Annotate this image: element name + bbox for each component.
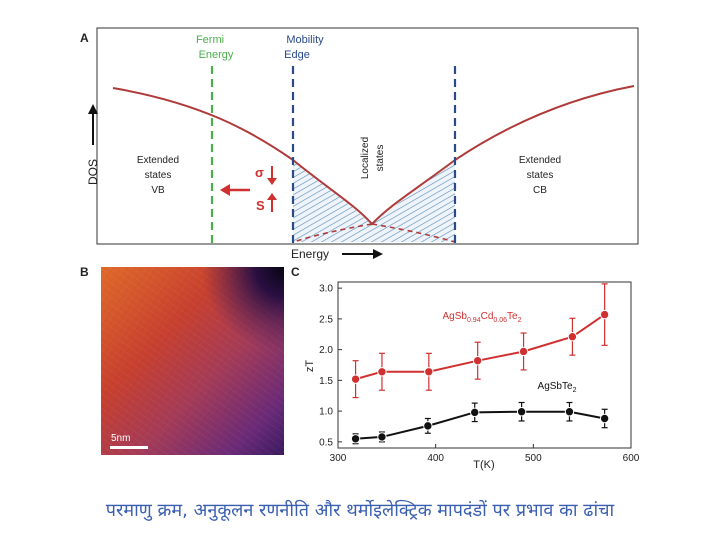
fermi-label-2: Energy <box>199 49 234 61</box>
data-point <box>518 346 529 357</box>
data-point <box>350 434 361 444</box>
panel-c-letter: C <box>291 265 300 279</box>
fermi-label-1: Fermi <box>196 34 224 46</box>
series-label-red: AgSb0.94Cd0.06Te2 <box>443 311 522 324</box>
dos-axis-label: DOS <box>86 159 100 185</box>
fermi-shift-arrow <box>220 184 250 196</box>
plot-frame <box>337 281 632 449</box>
data-point <box>424 367 434 377</box>
mobility-label-1: Mobility <box>286 34 324 46</box>
panel-c: C 300 400 500 600 0.5 1.0 1.5 2.0 2.5 3.0 T(K) zT… <box>291 265 640 471</box>
mobility-label-2: Edge <box>284 49 310 61</box>
localized-label-1: Localized <box>360 137 371 179</box>
x-tick-label: 500 <box>525 453 542 464</box>
y-tick-label: 2.0 <box>319 345 333 356</box>
extended-vb-1: Extended <box>137 155 179 166</box>
data-point <box>377 432 387 442</box>
dos-axis-arrow <box>88 104 98 145</box>
seebeck-symbol: S <box>256 198 265 213</box>
plot-axes: 300 400 500 600 0.5 1.0 1.5 2.0 2.5 3.0 <box>319 284 640 464</box>
seebeck-up-arrow <box>267 193 277 212</box>
localized-states-hatch <box>293 160 455 242</box>
energy-axis-arrow <box>342 249 383 259</box>
panel-a: A Fermi Energy Mobility Edge Extended st… <box>80 27 639 261</box>
data-point <box>516 407 527 417</box>
extended-cb-3: CB <box>533 185 547 196</box>
x-tick-label: 600 <box>623 453 640 464</box>
extended-cb-1: Extended <box>519 155 561 166</box>
data-point <box>567 332 578 342</box>
panel-b-letter: B <box>80 265 89 279</box>
data-point <box>472 355 483 366</box>
y-axis-label: zT <box>304 360 316 373</box>
tem-image <box>101 267 284 455</box>
y-tick-label: 3.0 <box>319 284 333 295</box>
sigma-symbol: σ <box>255 165 264 180</box>
data-point <box>599 413 610 424</box>
y-tick-label: 2.5 <box>319 314 333 325</box>
data-point <box>564 407 575 417</box>
y-tick-label: 1.5 <box>319 376 333 387</box>
sigma-down-arrow <box>267 166 277 185</box>
panel-b: B 5nm <box>80 265 284 455</box>
scale-bar <box>110 446 148 449</box>
data-point <box>470 407 480 418</box>
series-line-0 <box>355 313 606 381</box>
x-tick-label: 300 <box>330 453 347 464</box>
panel-a-frame <box>96 27 639 245</box>
panel-a-letter: A <box>80 31 89 45</box>
data-point <box>423 421 433 431</box>
plot-series <box>350 283 610 445</box>
data-point <box>599 309 610 320</box>
band-tail-left <box>371 223 456 243</box>
localized-label-2: states <box>375 145 386 172</box>
series-label-black: AgSbTe2 <box>538 381 577 394</box>
y-tick-label: 1.0 <box>319 407 333 418</box>
extended-vb-3: VB <box>151 185 165 196</box>
data-point <box>377 367 387 377</box>
data-point <box>350 374 361 384</box>
extended-cb-2: states <box>527 170 554 181</box>
scale-bar-label: 5nm <box>111 433 130 444</box>
band-tail-right <box>292 223 373 243</box>
y-tick-label: 0.5 <box>319 437 333 448</box>
extended-vb-2: states <box>145 170 172 181</box>
energy-axis-label: Energy <box>291 247 329 261</box>
x-tick-label: 400 <box>427 453 444 464</box>
figure-caption: परमाणु क्रम, अनुकूलन रणनीति और थर्मोइलेक… <box>105 500 615 521</box>
x-axis-label: T(K) <box>473 459 494 471</box>
